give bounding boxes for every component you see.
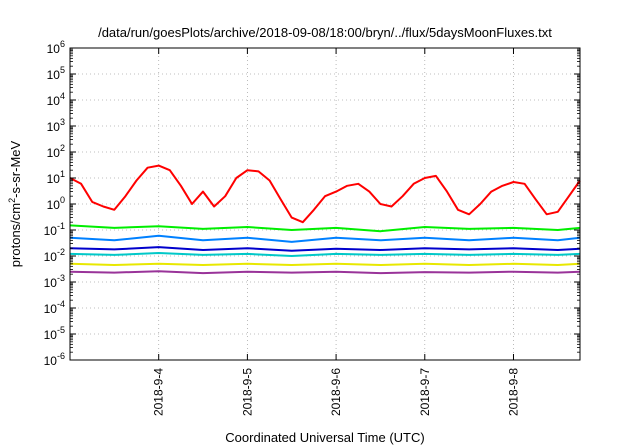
chart-title: /data/run/goesPlots/archive/2018-09-08/1… (98, 25, 552, 40)
y-tick-label: 100 (47, 195, 65, 212)
series-line (69, 262, 581, 266)
y-axis: 106 105 104 103 102 101 100 10-1 10-2 10-3 10-4 10-… (44, 39, 580, 368)
y-tick-label: 105 (47, 65, 65, 82)
y-tick-label: 10-4 (44, 299, 65, 316)
x-tick-label: 2018-9-8 (506, 368, 520, 416)
series-line (69, 224, 581, 233)
y-tick-label: 102 (47, 143, 65, 160)
y-axis-label: protons/cm2-s-sr-MeV (7, 140, 23, 267)
series-layer (69, 164, 581, 275)
series-line (69, 252, 581, 257)
y-tick-label: 104 (47, 91, 65, 108)
y-tick-label: 103 (47, 117, 65, 134)
grid (70, 48, 580, 360)
series-line (69, 164, 581, 224)
y-tick-label: 10-2 (44, 247, 65, 264)
y-tick-label: 101 (47, 169, 65, 186)
y-tick-label: 10-3 (44, 273, 65, 290)
y-tick-label: 10-6 (44, 351, 65, 368)
x-tick-label: 2018-9-5 (240, 368, 254, 416)
y-tick-label: 106 (47, 39, 65, 56)
x-axis: 2018-9-4 2018-9-5 2018-9-6 2018-9-7 2018-9-8 (152, 48, 520, 416)
series-line (69, 270, 581, 275)
x-tick-label: 2018-9-7 (418, 368, 432, 416)
x-tick-label: 2018-9-4 (152, 368, 166, 416)
x-axis-label: Coordinated Universal Time (UTC) (225, 430, 424, 445)
series-line (69, 234, 581, 243)
y-tick-label: 10-1 (44, 221, 65, 238)
series-line (69, 246, 581, 252)
y-tick-label: 10-5 (44, 325, 65, 342)
x-tick-label: 2018-9-6 (329, 368, 343, 416)
